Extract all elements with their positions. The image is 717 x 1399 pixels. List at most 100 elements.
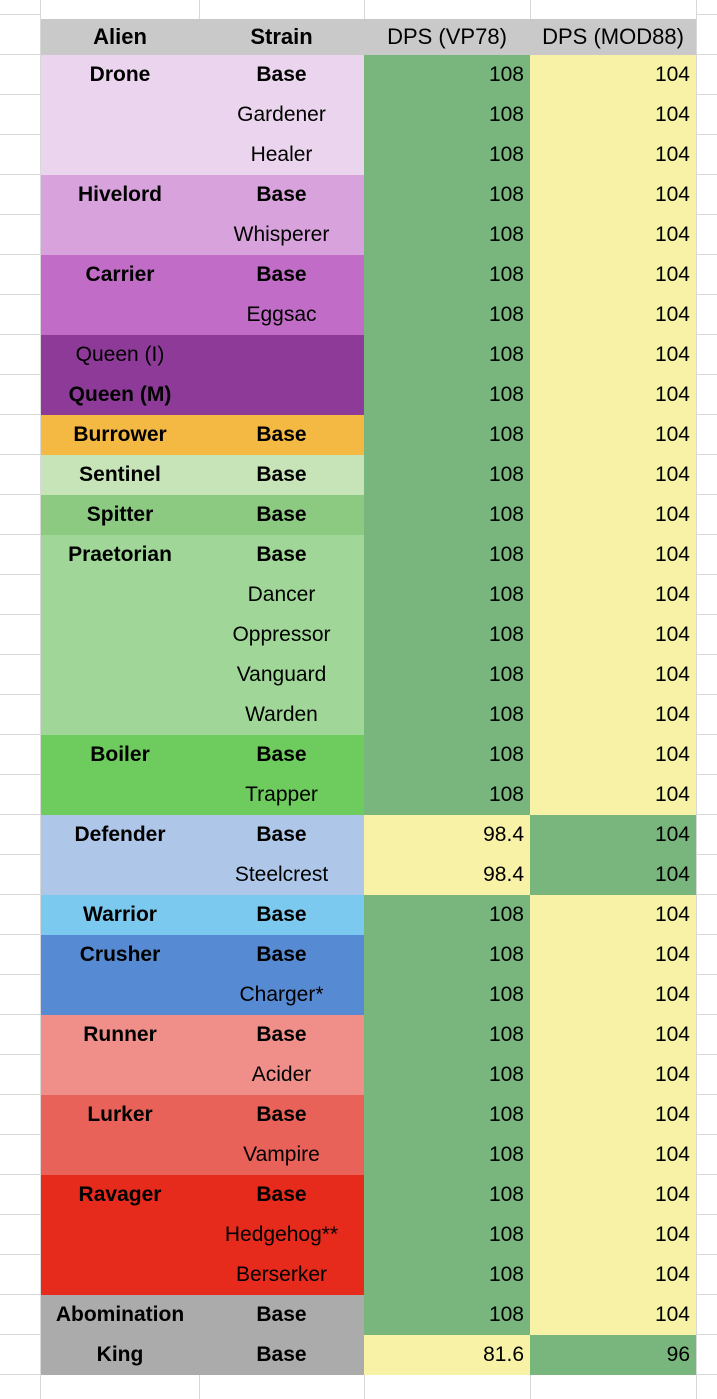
dps-mod88-cell[interactable]: 104 [530, 415, 696, 455]
dps-mod88-cell[interactable]: 104 [530, 975, 696, 1015]
strain-cell[interactable]: Base [256, 943, 307, 966]
strain-cell[interactable]: Oppressor [232, 623, 331, 646]
alien-cell[interactable] [41, 655, 199, 695]
dps-mod88-cell[interactable]: 104 [530, 135, 696, 175]
dps-vp78-cell[interactable]: 81.6 [364, 1335, 530, 1375]
dps-mod88-cell[interactable]: 104 [530, 855, 696, 895]
column-header-alien[interactable]: Alien [93, 24, 147, 49]
alien-cell[interactable]: Runner [83, 1023, 157, 1046]
strain-cell[interactable]: Base [256, 1103, 307, 1126]
strain-cell[interactable] [199, 375, 364, 415]
strain-cell[interactable]: Eggsac [246, 303, 317, 326]
alien-cell[interactable]: Crusher [79, 943, 161, 966]
alien-cell[interactable] [41, 575, 199, 615]
dps-vp78-cell[interactable]: 108 [364, 735, 530, 775]
strain-cell[interactable]: Steelcrest [234, 863, 329, 886]
strain-cell[interactable]: Base [256, 503, 307, 526]
dps-mod88-cell[interactable]: 104 [530, 335, 696, 375]
strain-cell[interactable]: Berserker [235, 1263, 328, 1286]
strain-cell[interactable]: Base [256, 543, 307, 566]
alien-cell[interactable] [41, 1255, 199, 1295]
dps-vp78-cell[interactable]: 108 [364, 55, 530, 95]
strain-cell[interactable]: Warden [245, 703, 318, 726]
strain-cell[interactable]: Base [256, 903, 307, 926]
strain-cell[interactable]: Base [256, 823, 307, 846]
dps-vp78-cell[interactable]: 108 [364, 255, 530, 295]
dps-mod88-cell[interactable]: 104 [530, 1255, 696, 1295]
alien-cell[interactable] [41, 1135, 199, 1175]
alien-cell[interactable]: Ravager [78, 1183, 162, 1206]
dps-vp78-cell[interactable]: 108 [364, 415, 530, 455]
dps-mod88-cell[interactable]: 104 [530, 1095, 696, 1135]
dps-vp78-cell[interactable]: 108 [364, 1015, 530, 1055]
alien-cell[interactable]: Praetorian [68, 543, 172, 566]
strain-cell[interactable]: Trapper [245, 783, 318, 806]
dps-vp78-cell[interactable]: 108 [364, 895, 530, 935]
dps-vp78-cell[interactable]: 108 [364, 615, 530, 655]
dps-mod88-cell[interactable]: 104 [530, 735, 696, 775]
dps-vp78-cell[interactable]: 108 [364, 175, 530, 215]
dps-vp78-cell[interactable]: 108 [364, 455, 530, 495]
dps-vp78-cell[interactable]: 98.4 [364, 855, 530, 895]
alien-cell[interactable]: Burrower [73, 423, 167, 446]
strain-cell[interactable]: Base [256, 1303, 307, 1326]
strain-cell[interactable]: Base [256, 1023, 307, 1046]
column-header-dps-mod88[interactable]: DPS (MOD88) [542, 24, 684, 49]
strain-cell[interactable]: Base [256, 423, 307, 446]
dps-mod88-cell[interactable]: 104 [530, 175, 696, 215]
alien-cell[interactable]: Sentinel [79, 463, 161, 486]
dps-mod88-cell[interactable]: 104 [530, 95, 696, 135]
alien-cell[interactable]: Defender [74, 823, 166, 846]
strain-cell[interactable]: Base [256, 1343, 307, 1366]
dps-mod88-cell[interactable]: 104 [530, 935, 696, 975]
dps-mod88-cell[interactable]: 104 [530, 455, 696, 495]
alien-cell[interactable]: Drone [89, 63, 151, 86]
alien-cell[interactable] [41, 615, 199, 655]
dps-vp78-cell[interactable]: 108 [364, 1135, 530, 1175]
alien-cell[interactable] [41, 975, 199, 1015]
alien-cell[interactable] [41, 695, 199, 735]
dps-mod88-cell[interactable]: 104 [530, 1015, 696, 1055]
dps-mod88-cell[interactable]: 104 [530, 695, 696, 735]
strain-cell[interactable]: Base [256, 263, 307, 286]
strain-cell[interactable]: Hedgehog** [224, 1223, 339, 1246]
strain-cell[interactable]: Whisperer [233, 223, 330, 246]
dps-vp78-cell[interactable]: 108 [364, 1215, 530, 1255]
dps-mod88-cell[interactable]: 104 [530, 1175, 696, 1215]
dps-mod88-cell[interactable]: 104 [530, 1055, 696, 1095]
dps-mod88-cell[interactable]: 104 [530, 815, 696, 855]
dps-mod88-cell[interactable]: 104 [530, 615, 696, 655]
alien-cell[interactable] [41, 215, 199, 255]
alien-cell[interactable] [41, 295, 199, 335]
dps-mod88-cell[interactable]: 104 [530, 895, 696, 935]
dps-mod88-cell[interactable]: 96 [530, 1335, 696, 1375]
dps-mod88-cell[interactable]: 104 [530, 1135, 696, 1175]
alien-cell[interactable]: Queen (M) [68, 383, 172, 406]
strain-cell[interactable]: Base [256, 1183, 307, 1206]
alien-cell[interactable]: Spitter [86, 503, 154, 526]
strain-cell[interactable]: Gardener [237, 103, 326, 126]
alien-cell[interactable]: Queen (I) [75, 343, 165, 366]
alien-cell[interactable] [41, 1215, 199, 1255]
dps-mod88-cell[interactable]: 104 [530, 375, 696, 415]
dps-vp78-cell[interactable]: 108 [364, 1295, 530, 1335]
dps-vp78-cell[interactable]: 108 [364, 935, 530, 975]
dps-vp78-cell[interactable]: 108 [364, 775, 530, 815]
dps-vp78-cell[interactable]: 108 [364, 1055, 530, 1095]
dps-vp78-cell[interactable]: 108 [364, 135, 530, 175]
dps-vp78-cell[interactable]: 108 [364, 295, 530, 335]
alien-cell[interactable]: Carrier [85, 263, 155, 286]
dps-vp78-cell[interactable]: 108 [364, 695, 530, 735]
column-header-strain[interactable]: Strain [250, 24, 313, 49]
dps-vp78-cell[interactable]: 108 [364, 215, 530, 255]
dps-vp78-cell[interactable]: 108 [364, 335, 530, 375]
alien-cell[interactable]: Abomination [55, 1303, 185, 1326]
strain-cell[interactable]: Dancer [247, 583, 316, 606]
alien-cell[interactable]: Lurker [87, 1103, 153, 1126]
dps-vp78-cell[interactable]: 108 [364, 535, 530, 575]
dps-mod88-cell[interactable]: 104 [530, 655, 696, 695]
dps-vp78-cell[interactable]: 108 [364, 655, 530, 695]
strain-cell[interactable]: Healer [250, 143, 313, 166]
alien-cell[interactable]: Warrior [83, 903, 157, 926]
alien-cell[interactable] [41, 135, 199, 175]
